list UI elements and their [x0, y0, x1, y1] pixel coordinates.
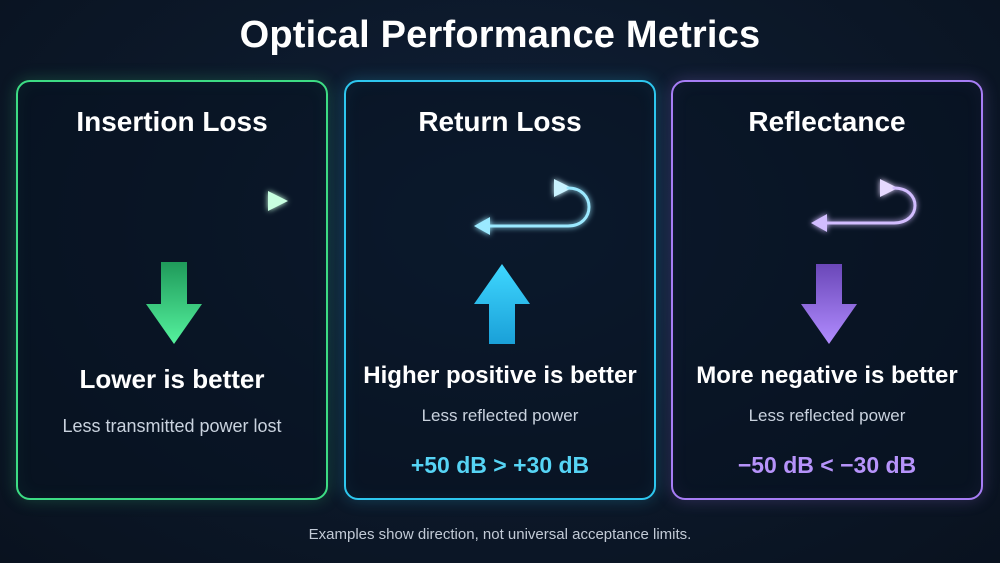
description-text: Less transmitted power lost: [62, 416, 282, 436]
insertion-loss-graphic: [56, 191, 288, 344]
down-arrow-icon: [146, 262, 202, 344]
verdict-text: Higher positive is better: [363, 362, 637, 389]
verdict-text: More negative is better: [696, 362, 958, 389]
return-loss-graphic: [392, 179, 591, 344]
forward-beam-icon: [56, 191, 288, 211]
reflected-beam-icon: [392, 179, 591, 235]
card-title: Insertion Loss: [76, 106, 268, 137]
reflectance-card: Reflectance More negative is better Less…: [671, 80, 983, 500]
description-text: Less reflected power: [748, 406, 906, 425]
description-text: Less reflected power: [421, 406, 579, 425]
insertion-loss-card: Insertion Loss Lower is better Less tran…: [16, 80, 328, 500]
example-comparison: +50 dB > +30 dB: [410, 452, 590, 478]
example-comparison: −50 dB < −30 dB: [737, 452, 917, 478]
reflected-beam-icon: [726, 179, 917, 232]
down-arrow-icon: [801, 264, 857, 344]
verdict-text: Lower is better: [79, 364, 265, 394]
page-title: Optical Performance Metrics: [239, 14, 761, 56]
footnote: Examples show direction, not universal a…: [308, 526, 692, 543]
return-loss-card: Return Loss Higher positive is better Le…: [344, 80, 656, 500]
card-title: Reflectance: [748, 106, 906, 137]
up-arrow-icon: [474, 264, 530, 344]
reflectance-graphic: [726, 179, 917, 344]
card-title: Return Loss: [418, 106, 582, 137]
